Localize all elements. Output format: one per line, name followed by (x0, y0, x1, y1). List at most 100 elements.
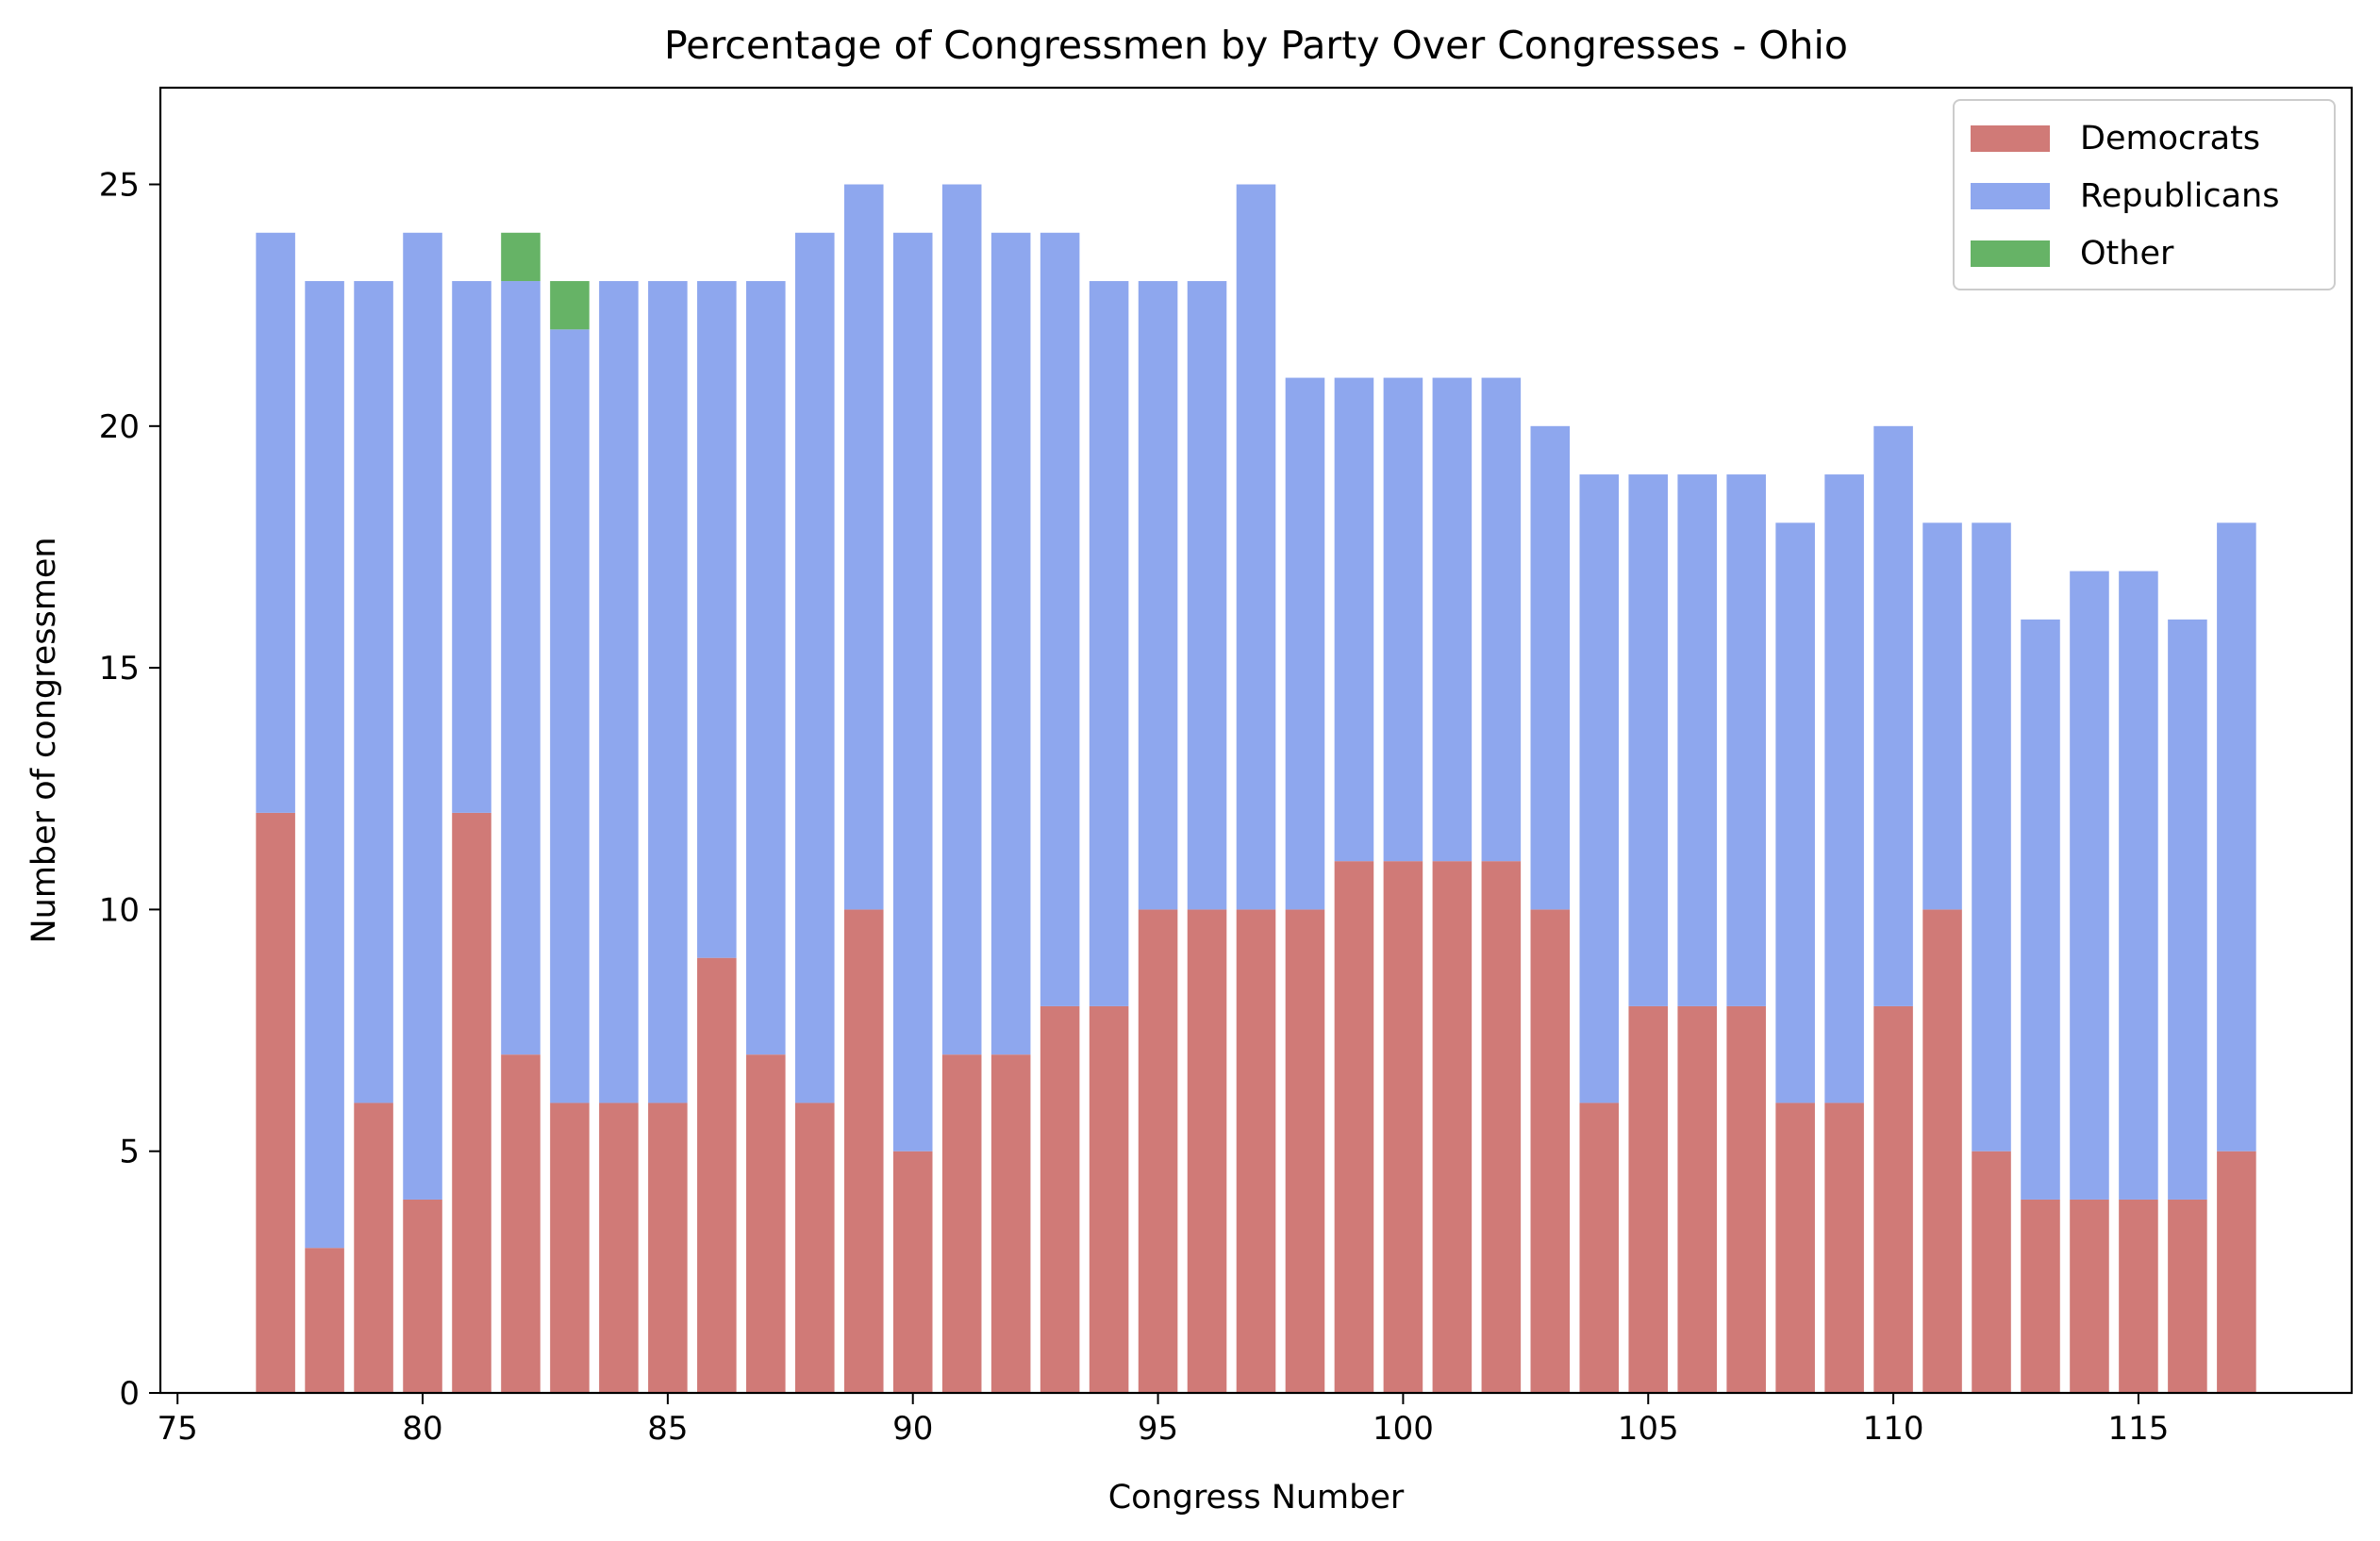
y-tick-label: 10 (99, 891, 140, 929)
bar-republicans-78 (305, 281, 344, 1249)
bar-democrats-106 (1677, 1005, 1717, 1393)
bar-republicans-98 (1285, 377, 1325, 910)
bars-layer (256, 184, 2256, 1393)
bar-democrats-115 (2119, 1199, 2158, 1393)
bar-democrats-87 (746, 1054, 786, 1393)
bar-democrats-85 (648, 1102, 688, 1393)
bar-republicans-104 (1579, 474, 1620, 1103)
bar-republicans-115 (2119, 571, 2158, 1200)
bar-democrats-79 (354, 1102, 393, 1393)
x-tick-label: 95 (1138, 1410, 1178, 1448)
bar-republicans-91 (941, 184, 982, 1055)
bar-republicans-88 (794, 232, 835, 1103)
bar-democrats-77 (256, 812, 295, 1393)
bar-republicans-82 (501, 281, 541, 1055)
bar-democrats-111 (1922, 909, 1962, 1393)
bar-republicans-83 (550, 329, 590, 1103)
bar-democrats-112 (1972, 1151, 2011, 1393)
x-axis-ticks: 75 80 85 90 95 100 105 110 115 (158, 1393, 2169, 1448)
bar-democrats-95 (1138, 909, 1178, 1393)
bar-democrats-82 (501, 1054, 541, 1393)
bar-democrats-83 (550, 1102, 590, 1393)
legend-label-democrats: Democrats (2080, 120, 2260, 157)
bar-democrats-104 (1579, 1102, 1620, 1393)
legend-swatch-republicans (1971, 183, 2050, 209)
y-axis-ticks: 0 5 10 15 20 25 (99, 167, 160, 1413)
bar-republicans-110 (1873, 425, 1913, 1006)
bar-republicans-92 (990, 232, 1031, 1055)
bar-democrats-92 (990, 1054, 1031, 1393)
bar-democrats-96 (1187, 909, 1227, 1393)
legend: Democrats Republicans Other (1953, 99, 2336, 290)
bar-democrats-90 (892, 1151, 933, 1393)
bar-democrats-103 (1530, 909, 1571, 1393)
y-tick-label: 15 (99, 650, 140, 688)
bar-republicans-99 (1334, 377, 1374, 862)
bar-republicans-103 (1530, 425, 1571, 910)
bar-republicans-97 (1236, 184, 1276, 910)
bar-democrats-88 (794, 1102, 835, 1393)
x-tick-label: 115 (2107, 1410, 2169, 1448)
bar-democrats-109 (1824, 1102, 1864, 1393)
bar-democrats-110 (1873, 1005, 1913, 1393)
y-tick-label: 0 (119, 1375, 140, 1413)
bar-democrats-99 (1334, 861, 1374, 1393)
bar-democrats-116 (2168, 1199, 2207, 1393)
bar-republicans-100 (1383, 377, 1423, 862)
bar-democrats-81 (452, 812, 491, 1393)
bar-republicans-112 (1972, 522, 2011, 1152)
bar-democrats-105 (1628, 1005, 1669, 1393)
bar-republicans-86 (697, 281, 737, 958)
bar-democrats-97 (1236, 909, 1276, 1393)
bar-republicans-114 (2070, 571, 2109, 1200)
y-tick-label: 20 (99, 408, 140, 446)
bar-republicans-116 (2168, 619, 2207, 1200)
bar-republicans-108 (1775, 522, 1815, 1103)
legend-label-republicans: Republicans (2080, 177, 2279, 215)
bar-democrats-84 (599, 1102, 639, 1393)
x-tick-label: 105 (1618, 1410, 1679, 1448)
bar-republicans-81 (452, 281, 491, 813)
bar-democrats-89 (843, 909, 884, 1393)
x-tick-label: 100 (1373, 1410, 1434, 1448)
bar-republicans-77 (256, 232, 295, 813)
bar-republicans-96 (1187, 281, 1227, 910)
bar-democrats-113 (2021, 1199, 2060, 1393)
bar-republicans-109 (1824, 474, 1864, 1103)
x-tick-label: 85 (647, 1410, 688, 1448)
bar-democrats-91 (941, 1054, 982, 1393)
x-tick-label: 80 (402, 1410, 442, 1448)
bar-republicans-113 (2021, 619, 2060, 1200)
bar-other-83 (550, 281, 590, 330)
x-axis-label: Congress Number (1108, 1479, 1405, 1516)
bar-republicans-95 (1138, 281, 1178, 910)
bar-republicans-87 (746, 281, 786, 1055)
bar-democrats-86 (697, 957, 737, 1393)
bar-republicans-90 (892, 232, 933, 1152)
bar-democrats-80 (403, 1199, 442, 1393)
bar-republicans-105 (1628, 474, 1669, 1006)
bar-republicans-102 (1481, 377, 1522, 862)
bar-republicans-107 (1726, 474, 1766, 1006)
bar-republicans-79 (354, 281, 393, 1103)
bar-democrats-78 (305, 1248, 344, 1393)
bar-republicans-89 (843, 184, 884, 910)
bar-democrats-114 (2070, 1199, 2109, 1393)
bar-republicans-111 (1922, 522, 1962, 910)
y-axis-label: Number of congressmen (25, 537, 63, 943)
x-tick-label: 90 (892, 1410, 933, 1448)
bar-democrats-94 (1089, 1005, 1129, 1393)
bar-democrats-108 (1775, 1102, 1815, 1393)
bar-republicans-117 (2217, 522, 2256, 1152)
bar-republicans-106 (1677, 474, 1717, 1006)
bar-republicans-101 (1432, 377, 1473, 862)
bar-democrats-102 (1481, 861, 1522, 1393)
bar-democrats-93 (1040, 1005, 1080, 1393)
bar-republicans-85 (648, 281, 688, 1103)
bar-democrats-117 (2217, 1151, 2256, 1393)
bar-democrats-101 (1432, 861, 1473, 1393)
bar-republicans-84 (599, 281, 639, 1103)
bar-democrats-100 (1383, 861, 1423, 1393)
bar-republicans-80 (403, 232, 442, 1200)
